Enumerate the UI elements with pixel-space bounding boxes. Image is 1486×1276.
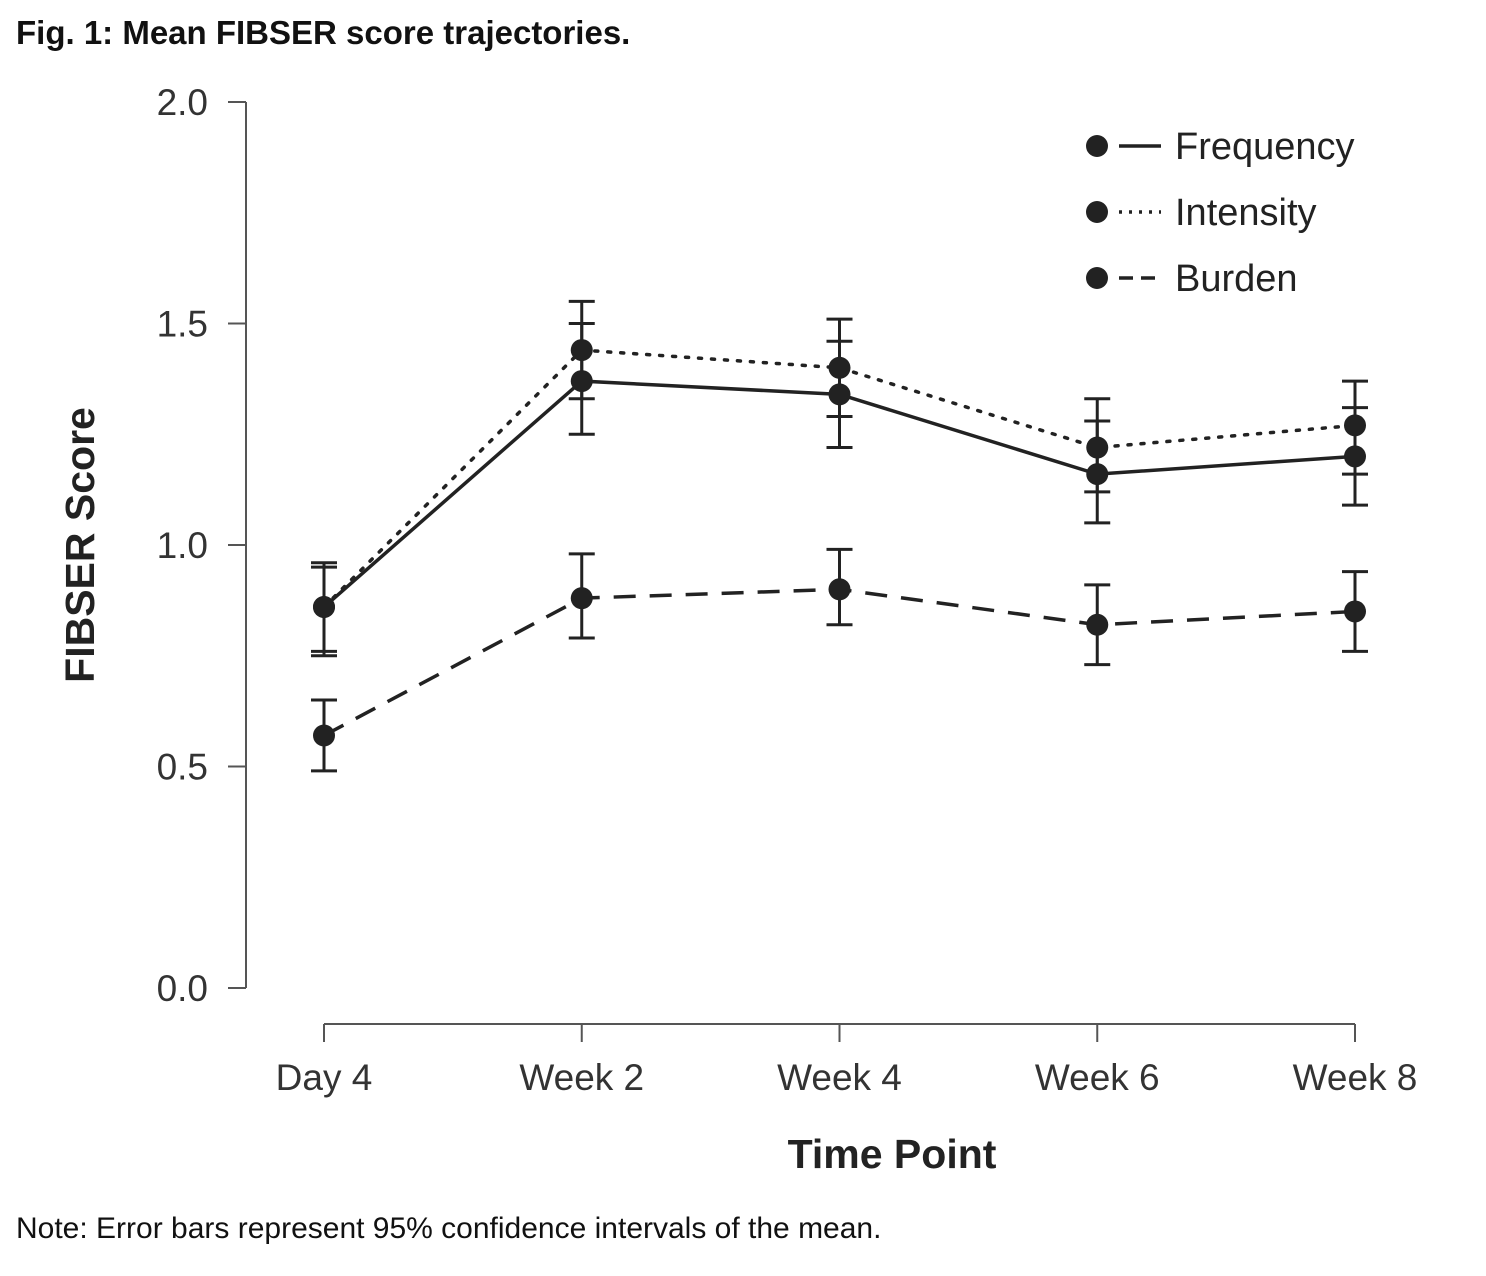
y-axis-title: FIBSER Score — [57, 407, 103, 683]
legend-item-frequency: Frequency — [1086, 126, 1355, 168]
legend-label: Frequency — [1175, 126, 1355, 168]
legend-label: Intensity — [1175, 192, 1317, 234]
x-axis-title: Time Point — [788, 1131, 997, 1177]
data-point — [570, 587, 593, 610]
legend: Frequency Intensity Burden — [1086, 126, 1355, 300]
legend-item-burden: Burden — [1086, 258, 1298, 300]
y-axis: 0.0 0.5 1.0 1.5 2.0 — [157, 82, 247, 1009]
x-tick-label: Week 6 — [1035, 1057, 1160, 1098]
series-layer — [311, 299, 1368, 773]
y-tick-label: 2.0 — [157, 82, 208, 123]
x-tick-label: Day 4 — [276, 1057, 373, 1098]
data-point — [828, 578, 851, 601]
y-tick-label: 1.5 — [157, 304, 208, 345]
legend-item-intensity: Intensity — [1086, 192, 1317, 234]
x-tick-label: Week 2 — [519, 1057, 644, 1098]
series-intensity — [311, 299, 1368, 653]
data-point — [1344, 600, 1366, 623]
x-tick-label: Week 4 — [777, 1057, 902, 1098]
figure-title: Fig. 1: Mean FIBSER score trajectories. — [16, 14, 631, 51]
y-tick-label: 1.0 — [157, 525, 208, 566]
data-point — [1086, 613, 1109, 636]
data-point — [313, 596, 335, 619]
data-point — [1086, 436, 1109, 459]
legend-marker — [1086, 135, 1108, 157]
figure-note: Note: Error bars represent 95% confidenc… — [16, 1212, 882, 1245]
data-point — [828, 356, 851, 379]
x-axis: Day 4 Week 2 Week 4 Week 6 Week 8 — [276, 1023, 1418, 1098]
data-point — [1344, 414, 1366, 437]
data-point — [313, 724, 335, 747]
y-tick-label: 0.5 — [157, 747, 208, 788]
legend-marker — [1086, 267, 1108, 289]
legend-marker — [1086, 201, 1108, 223]
series-burden — [311, 547, 1368, 773]
legend-label: Burden — [1175, 258, 1298, 300]
x-tick-label: Week 8 — [1293, 1057, 1418, 1098]
data-point — [570, 339, 593, 362]
y-tick-label: 0.0 — [157, 968, 208, 1009]
